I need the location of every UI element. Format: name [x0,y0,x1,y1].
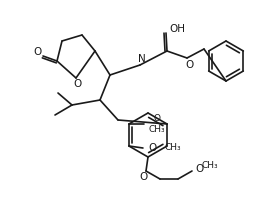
Text: OH: OH [169,24,185,34]
Text: O: O [34,47,42,57]
Text: N: N [138,54,146,64]
Text: O: O [195,164,203,174]
Text: O: O [140,172,148,182]
Text: CH₃: CH₃ [202,161,218,171]
Text: O
CH₃: O CH₃ [149,114,165,134]
Text: O: O [185,60,193,70]
Text: O: O [74,79,82,89]
Text: O: O [149,143,157,153]
Text: CH₃: CH₃ [165,143,182,153]
